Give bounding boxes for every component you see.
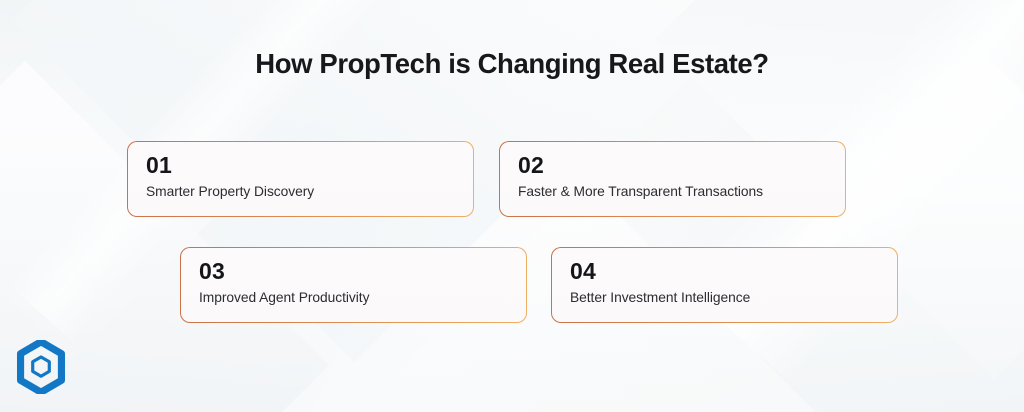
card-label: Smarter Property Discovery xyxy=(146,184,315,199)
page-title: How PropTech is Changing Real Estate? xyxy=(255,48,769,79)
card-label: Faster & More Transparent Transactions xyxy=(518,184,764,199)
background-facet-diamond-bottom-right xyxy=(687,53,1024,412)
card-number: 02 xyxy=(518,152,544,178)
feature-card-03: 03 Improved Agent Productivity xyxy=(180,247,527,323)
logo-outer-hexagon xyxy=(16,340,66,394)
feature-card-04: 04 Better Investment Intelligence xyxy=(551,247,898,323)
hexagon-logo-icon xyxy=(16,340,66,394)
logo-inner-hexagon xyxy=(31,355,51,378)
card-number: 04 xyxy=(570,258,596,284)
card-number: 01 xyxy=(146,152,172,178)
card-label: Better Investment Intelligence xyxy=(570,290,751,305)
feature-card-01: 01 Smarter Property Discovery xyxy=(127,141,474,217)
card-number: 03 xyxy=(199,258,225,284)
card-label: Improved Agent Productivity xyxy=(199,290,370,305)
feature-card-02: 02 Faster & More Transparent Transaction… xyxy=(499,141,846,217)
